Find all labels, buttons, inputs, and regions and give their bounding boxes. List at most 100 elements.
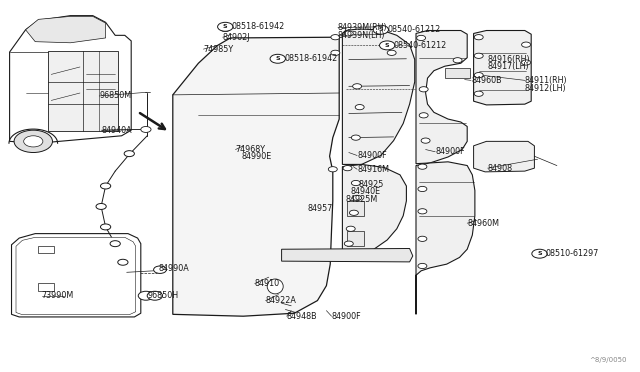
Circle shape	[331, 35, 340, 40]
Text: 84900F: 84900F	[357, 151, 387, 160]
Circle shape	[24, 136, 43, 147]
Polygon shape	[38, 246, 54, 253]
Polygon shape	[416, 31, 467, 164]
Polygon shape	[173, 37, 339, 316]
Circle shape	[344, 241, 353, 246]
Text: S: S	[385, 43, 390, 48]
Text: 84917(LH): 84917(LH)	[488, 62, 529, 71]
Circle shape	[387, 50, 396, 55]
Circle shape	[355, 105, 364, 110]
Text: 84960M: 84960M	[467, 219, 499, 228]
Circle shape	[418, 164, 427, 169]
Text: 84940E: 84940E	[351, 187, 381, 196]
Text: 84939M(RH): 84939M(RH)	[338, 23, 388, 32]
Circle shape	[118, 259, 128, 265]
Circle shape	[380, 41, 395, 50]
Text: 84922A: 84922A	[266, 296, 296, 305]
Text: 84957: 84957	[307, 204, 333, 213]
Circle shape	[96, 203, 106, 209]
Text: 08540-61212: 08540-61212	[394, 41, 447, 50]
Text: 84912(LH): 84912(LH)	[525, 84, 566, 93]
Text: 84910: 84910	[255, 279, 280, 288]
Text: 84900F: 84900F	[332, 312, 361, 321]
Polygon shape	[282, 248, 413, 262]
Circle shape	[154, 266, 166, 273]
Text: 84908: 84908	[488, 164, 513, 173]
Circle shape	[418, 263, 427, 269]
Circle shape	[273, 56, 282, 61]
Text: S: S	[537, 251, 542, 256]
Text: 84916M: 84916M	[357, 165, 389, 174]
Text: S: S	[223, 24, 228, 29]
Text: 84925: 84925	[358, 180, 384, 189]
Text: 08518-61942: 08518-61942	[284, 54, 337, 63]
Circle shape	[453, 58, 462, 63]
Text: 84902J: 84902J	[223, 33, 250, 42]
Circle shape	[522, 60, 531, 65]
Circle shape	[522, 42, 531, 47]
Circle shape	[349, 210, 358, 215]
Text: 84916(RH): 84916(RH)	[488, 55, 531, 64]
Circle shape	[346, 226, 355, 231]
Text: 96850M: 96850M	[99, 92, 131, 100]
Polygon shape	[445, 68, 470, 78]
Polygon shape	[12, 234, 141, 317]
Text: 73990M: 73990M	[42, 291, 74, 300]
Polygon shape	[38, 283, 54, 291]
Ellipse shape	[268, 279, 283, 294]
Circle shape	[418, 209, 427, 214]
Circle shape	[100, 224, 111, 230]
Circle shape	[218, 22, 233, 31]
Text: 08518-61942: 08518-61942	[232, 22, 285, 31]
Text: 74985Y: 74985Y	[204, 45, 234, 54]
Circle shape	[147, 291, 163, 300]
Polygon shape	[347, 201, 364, 216]
Text: 08540-61212: 08540-61212	[387, 25, 440, 34]
Circle shape	[474, 53, 483, 58]
Circle shape	[141, 126, 151, 132]
Text: 84939N(LH): 84939N(LH)	[338, 31, 385, 40]
Text: S: S	[275, 56, 280, 61]
Text: 84990A: 84990A	[159, 264, 189, 273]
Polygon shape	[26, 16, 106, 43]
Circle shape	[343, 166, 352, 171]
Polygon shape	[342, 164, 406, 257]
Circle shape	[328, 167, 337, 172]
Circle shape	[373, 25, 388, 34]
Circle shape	[383, 42, 392, 47]
Text: 84948B: 84948B	[287, 312, 317, 321]
Text: 84925M: 84925M	[346, 195, 378, 204]
Circle shape	[421, 138, 430, 143]
Text: 84960B: 84960B	[471, 76, 502, 85]
Text: ^8/9/0050: ^8/9/0050	[589, 357, 627, 363]
Circle shape	[474, 73, 483, 78]
Text: 08510-61297: 08510-61297	[546, 249, 599, 258]
Text: 74968Y: 74968Y	[236, 145, 266, 154]
Text: 96850H: 96850H	[147, 291, 179, 300]
Text: 84940A: 84940A	[101, 126, 132, 135]
Circle shape	[124, 151, 134, 157]
Text: S: S	[378, 27, 383, 32]
Polygon shape	[416, 162, 475, 314]
Polygon shape	[474, 141, 534, 172]
Circle shape	[419, 87, 428, 92]
Circle shape	[100, 183, 111, 189]
Text: 84900F: 84900F	[435, 147, 465, 156]
Circle shape	[351, 180, 360, 186]
Circle shape	[270, 54, 285, 63]
Circle shape	[14, 130, 52, 153]
Circle shape	[344, 31, 353, 36]
Polygon shape	[10, 16, 131, 143]
Polygon shape	[16, 237, 136, 315]
Polygon shape	[347, 231, 364, 246]
Polygon shape	[474, 31, 531, 105]
Polygon shape	[342, 29, 415, 164]
Circle shape	[331, 50, 340, 55]
Circle shape	[221, 26, 230, 32]
Text: 84911(RH): 84911(RH)	[525, 76, 568, 85]
Circle shape	[138, 291, 154, 300]
Polygon shape	[48, 51, 118, 131]
Circle shape	[110, 241, 120, 247]
Circle shape	[353, 195, 362, 201]
Circle shape	[351, 135, 360, 140]
